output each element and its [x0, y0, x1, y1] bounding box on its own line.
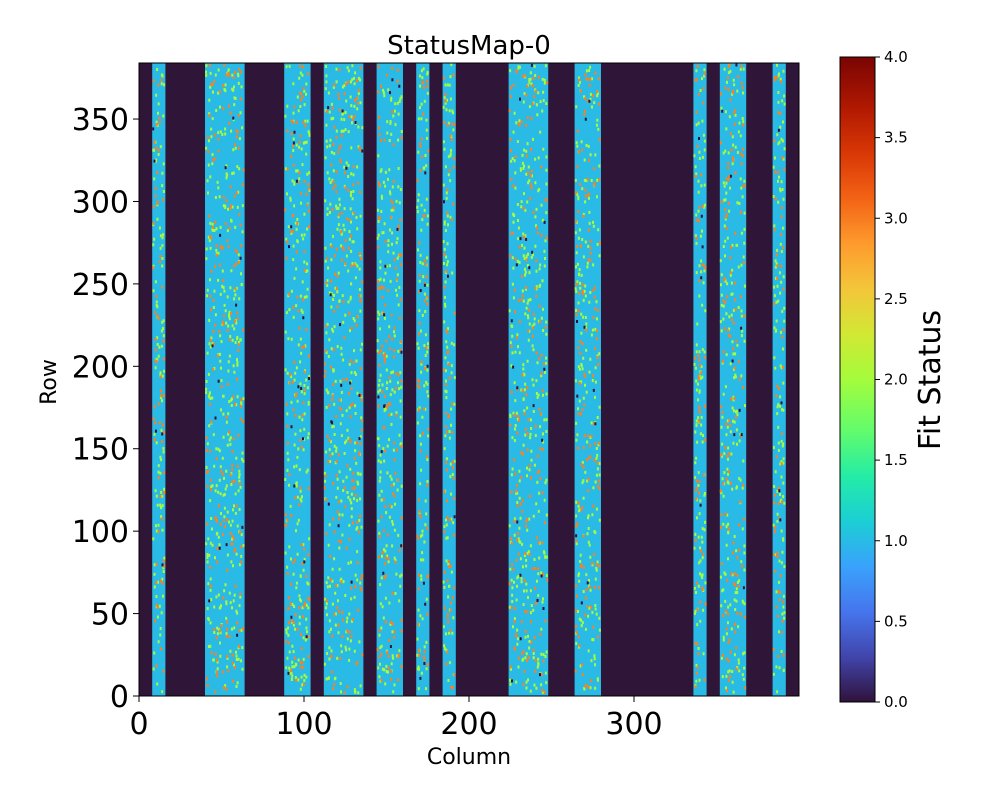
y-tick-label: 250 [72, 268, 129, 303]
speckle-status-2 [772, 63, 786, 694]
y-tick-label: 300 [72, 185, 129, 220]
colorbar-tick-label: 1.0 [884, 532, 908, 550]
x-axis-label: Column [427, 745, 511, 770]
speckle-status-3 [205, 64, 245, 694]
speckle-status-3 [772, 76, 786, 658]
speckle-status-3 [323, 66, 364, 695]
colorbar-tick-label: 3.0 [884, 209, 908, 227]
column-band-0 [152, 63, 166, 696]
speckle-status-2 [508, 64, 548, 694]
status-speckles [152, 63, 786, 695]
colorbar-tick-label: 0.5 [884, 612, 908, 630]
y-axis-label: Row [37, 359, 62, 405]
x-tick-label: 100 [275, 707, 332, 742]
speckle-status-2 [323, 64, 364, 695]
chart-title: StatusMap-0 [387, 31, 551, 61]
x-tick-label: 0 [129, 707, 148, 742]
speckle-status-3 [574, 71, 601, 689]
colorbar-tick-label: 2.5 [884, 290, 908, 308]
heatmap-plot-area [139, 63, 799, 696]
speckle-status-3 [694, 64, 707, 689]
speckle-status-3 [442, 73, 456, 690]
heatmap-background [139, 63, 799, 696]
colorbar-tick-label: 2.0 [884, 371, 908, 389]
speckle-status-2 [693, 68, 707, 688]
colorbar-label: Fit Status [913, 310, 948, 450]
y-tick-label: 50 [91, 598, 129, 633]
column-band-5 [416, 63, 430, 696]
colorbar-tick-label: 1.5 [884, 451, 908, 469]
speckle-status-3 [376, 65, 403, 682]
column-band-8 [574, 63, 601, 696]
colorbar-tick-label: 0.0 [884, 693, 908, 711]
speckle-status-3 [284, 64, 311, 687]
y-tick-label: 200 [72, 350, 129, 385]
speckle-status-3 [719, 63, 747, 693]
x-axis: 0 100 200 300 [129, 696, 663, 742]
x-tick-label: 300 [605, 707, 662, 742]
y-tick-label: 100 [72, 515, 129, 550]
y-axis: 0 50 100 150 200 250 300 350 [72, 103, 139, 715]
colorbar-tick-label: 4.0 [884, 48, 908, 66]
colorbar-tick-label: 3.5 [884, 129, 908, 147]
colorbar [839, 56, 876, 703]
y-tick-label: 150 [72, 433, 129, 468]
speckle-status-2 [574, 65, 601, 691]
y-tick-label: 0 [110, 680, 129, 715]
x-tick-label: 200 [440, 707, 497, 742]
y-tick-label: 350 [72, 103, 129, 138]
colorbar-ticks: 0.0 0.5 1.0 1.5 2.0 2.5 3.0 3.5 4.0 [875, 48, 908, 711]
